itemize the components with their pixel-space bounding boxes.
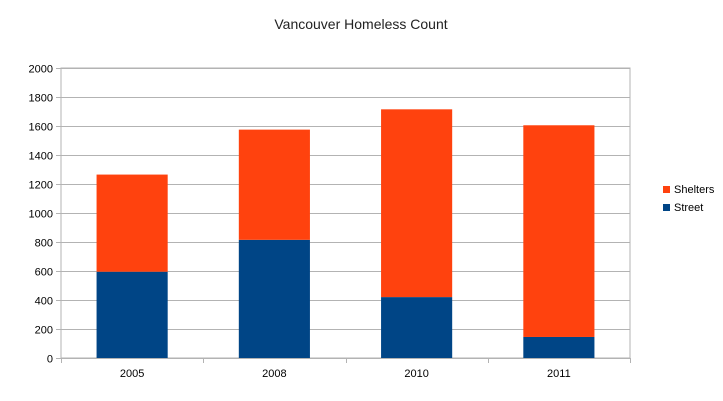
bar-shelters-2011 bbox=[523, 125, 595, 337]
y-tick-label: 1400 bbox=[29, 151, 53, 163]
x-tick-label: 2011 bbox=[547, 368, 571, 380]
x-tick-label: 2005 bbox=[120, 368, 144, 380]
y-tick-label: 200 bbox=[35, 325, 53, 337]
y-tick-label: 600 bbox=[35, 267, 53, 279]
legend-label-street: Street bbox=[674, 202, 703, 214]
x-tick-label: 2010 bbox=[404, 368, 428, 380]
y-tick-label: 1200 bbox=[29, 180, 53, 192]
chart-title: Vancouver Homeless Count bbox=[274, 16, 447, 32]
bar-street-2008 bbox=[238, 239, 310, 358]
bar-shelters-2010 bbox=[381, 109, 453, 298]
legend: Shelters Street bbox=[663, 184, 715, 214]
y-tick-label: 400 bbox=[35, 296, 53, 308]
y-tick-label: 1600 bbox=[29, 122, 53, 134]
bar-street-2010 bbox=[381, 297, 453, 358]
legend-swatch-street bbox=[663, 204, 670, 211]
bar-street-2005 bbox=[96, 271, 168, 358]
y-tick-label: 800 bbox=[35, 238, 53, 250]
y-tick-label: 2000 bbox=[29, 64, 53, 76]
y-tick-label: 0 bbox=[47, 354, 53, 366]
bar-street-2011 bbox=[523, 336, 595, 358]
legend-label-shelters: Shelters bbox=[674, 184, 715, 196]
bar-shelters-2005 bbox=[96, 174, 168, 272]
legend-swatch-shelters bbox=[663, 186, 670, 193]
bar-shelters-2008 bbox=[238, 129, 310, 240]
y-tick-label: 1800 bbox=[29, 93, 53, 105]
y-tick-label: 1000 bbox=[29, 209, 53, 221]
x-tick-label: 2008 bbox=[262, 368, 286, 380]
plot-area: 0 200 400 600 800 1000 1200 1400 1600 1800 2000 200… bbox=[29, 64, 631, 380]
